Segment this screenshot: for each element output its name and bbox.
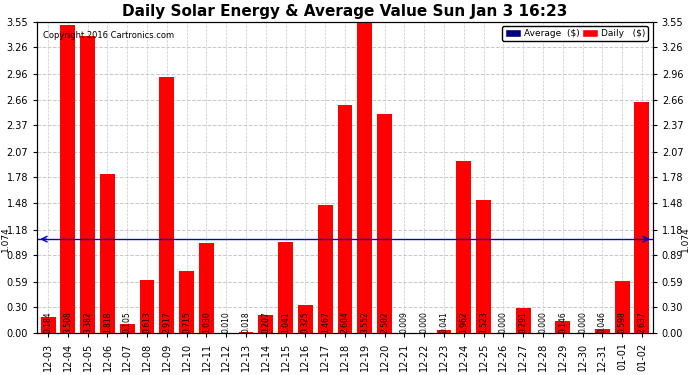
Bar (80, 36, 95, 333)
Bar (595, 329, 610, 333)
Bar (318, 205, 333, 333)
Text: 0.009: 0.009 (400, 310, 409, 333)
Bar (199, 243, 214, 333)
Text: 0.207: 0.207 (262, 311, 270, 333)
Text: 0.325: 0.325 (301, 311, 310, 333)
Text: 1.041: 1.041 (281, 311, 290, 333)
Bar (476, 200, 491, 333)
Bar (377, 114, 392, 333)
Bar (615, 281, 629, 333)
Text: 0.613: 0.613 (143, 311, 152, 333)
Bar (298, 305, 313, 333)
Text: 3.508: 3.508 (63, 311, 72, 333)
Bar (139, 280, 155, 333)
Text: 0.046: 0.046 (598, 310, 607, 333)
Text: 1.523: 1.523 (479, 311, 488, 333)
Text: 0.000: 0.000 (499, 310, 508, 333)
Text: 0.105: 0.105 (123, 311, 132, 333)
Bar (437, 330, 451, 333)
Bar (259, 315, 273, 333)
Text: 3.382: 3.382 (83, 311, 92, 333)
Bar (239, 332, 253, 333)
Legend: Average  ($), Daily   ($): Average ($), Daily ($) (502, 26, 649, 40)
Text: 2.604: 2.604 (340, 311, 350, 333)
Text: 0.146: 0.146 (558, 311, 567, 333)
Text: 0.018: 0.018 (241, 311, 250, 333)
Text: 0.010: 0.010 (221, 311, 230, 333)
Bar (41, 317, 55, 333)
Bar (61, 26, 75, 333)
Title: Daily Solar Energy & Average Value Sun Jan 3 16:23: Daily Solar Energy & Average Value Sun J… (122, 4, 568, 19)
Text: 0.598: 0.598 (618, 311, 627, 333)
Text: 0.041: 0.041 (440, 311, 449, 333)
Bar (100, 174, 115, 333)
Text: 2.917: 2.917 (162, 311, 171, 333)
Text: 0.000: 0.000 (420, 310, 428, 333)
Text: Copyright 2016 Cartronics.com: Copyright 2016 Cartronics.com (43, 31, 175, 40)
Text: 3.552: 3.552 (360, 311, 369, 333)
Text: 0.000: 0.000 (538, 310, 547, 333)
Text: 0.184: 0.184 (43, 311, 52, 333)
Bar (337, 105, 353, 333)
Text: 1.030: 1.030 (202, 311, 211, 333)
Text: 2.637: 2.637 (638, 311, 647, 333)
Text: 0.000: 0.000 (578, 310, 587, 333)
Text: 1.818: 1.818 (103, 311, 112, 333)
Bar (357, 21, 372, 333)
Bar (179, 271, 194, 333)
Bar (120, 324, 135, 333)
Bar (635, 102, 649, 333)
Bar (278, 242, 293, 333)
Text: 2.502: 2.502 (380, 311, 389, 333)
Text: 0.715: 0.715 (182, 311, 191, 333)
Text: 1.074: 1.074 (1, 226, 10, 252)
Bar (159, 77, 175, 333)
Bar (515, 308, 531, 333)
Text: 1.074: 1.074 (680, 226, 689, 252)
Text: 1.467: 1.467 (321, 311, 330, 333)
Text: 0.291: 0.291 (519, 311, 528, 333)
Bar (555, 321, 570, 333)
Bar (456, 161, 471, 333)
Text: 1.962: 1.962 (460, 311, 469, 333)
